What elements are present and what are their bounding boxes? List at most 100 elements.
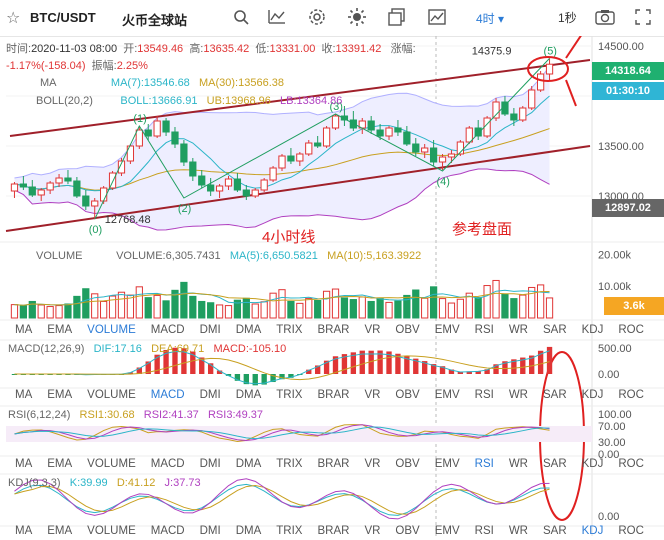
kdj-j: J:37.73 bbox=[164, 477, 201, 489]
indicator-tab-dmi[interactable]: DMI bbox=[199, 389, 221, 401]
wave-line bbox=[94, 58, 550, 220]
indicator-tab-roc[interactable]: ROC bbox=[618, 525, 644, 537]
screenshot-camera-icon[interactable] bbox=[592, 4, 618, 30]
layout-windows-icon[interactable] bbox=[384, 4, 410, 30]
macd-histogram-bar bbox=[314, 365, 321, 374]
indicator-tab-wr[interactable]: WR bbox=[508, 389, 528, 401]
time-label: 时间: bbox=[6, 43, 32, 55]
candle-body bbox=[73, 180, 81, 197]
indicator-tab-rsi[interactable]: RSI bbox=[474, 458, 494, 470]
candle-body bbox=[519, 107, 527, 121]
indicator-tab-dmi[interactable]: DMI bbox=[199, 458, 221, 470]
indicator-tab-ma[interactable]: MA bbox=[15, 458, 33, 470]
indicator-tab-trix[interactable]: TRIX bbox=[276, 525, 303, 537]
indicator-tab-macd[interactable]: MACD bbox=[150, 525, 185, 537]
indicator-tab-dmi[interactable]: DMI bbox=[199, 324, 221, 336]
candle-body bbox=[429, 147, 438, 163]
trading-pair[interactable]: BTC/USDT bbox=[30, 10, 96, 25]
candle-body bbox=[37, 189, 45, 196]
candle-body bbox=[189, 161, 197, 177]
indicator-tab-obv[interactable]: OBV bbox=[395, 389, 420, 401]
theme-sun-icon[interactable] bbox=[344, 4, 370, 30]
indicator-tab-vr[interactable]: VR bbox=[364, 389, 381, 401]
indicator-tab-trix[interactable]: TRIX bbox=[276, 324, 303, 336]
indicator-tab-obv[interactable]: OBV bbox=[395, 458, 420, 470]
indicator-tab-vr[interactable]: VR bbox=[364, 525, 381, 537]
indicator-tab-wr[interactable]: WR bbox=[508, 324, 528, 336]
indicator-tab-rsi[interactable]: RSI bbox=[474, 324, 494, 336]
change-value: -1.17%(-158.04) bbox=[6, 60, 86, 72]
indicator-tab-volume[interactable]: VOLUME bbox=[87, 525, 136, 537]
low-price-label: 12768.48 bbox=[105, 214, 151, 226]
indicator-tabs-kdj: MA EMA VOLUME MACD DMI DMA TRIX BRAR VR OBV EMV RSI… bbox=[0, 522, 644, 540]
indicator-tab-dma[interactable]: DMA bbox=[235, 458, 262, 470]
indicator-chart-icon[interactable] bbox=[264, 4, 290, 30]
indicator-tab-roc[interactable]: ROC bbox=[618, 389, 644, 401]
indicator-tab-trix[interactable]: TRIX bbox=[276, 458, 303, 470]
indicator-tab-brar[interactable]: BRAR bbox=[317, 458, 350, 470]
interval-selector[interactable]: 4时 ▾ bbox=[476, 10, 504, 27]
volume-bar bbox=[260, 301, 268, 319]
indicator-tab-ema[interactable]: EMA bbox=[47, 458, 73, 470]
indicator-tab-sar[interactable]: SAR bbox=[542, 525, 567, 537]
macd-histogram-bar bbox=[306, 369, 312, 374]
indicator-tab-kdj[interactable]: KDJ bbox=[581, 389, 604, 401]
indicator-tab-vr[interactable]: VR bbox=[364, 324, 381, 336]
indicator-tab-sar[interactable]: SAR bbox=[542, 458, 567, 470]
indicator-tab-ma[interactable]: MA bbox=[15, 324, 33, 336]
chart-type-icon[interactable] bbox=[424, 4, 450, 30]
candle-body bbox=[135, 129, 143, 147]
indicator-tab-ema[interactable]: EMA bbox=[47, 525, 73, 537]
indicator-tab-obv[interactable]: OBV bbox=[395, 525, 420, 537]
indicator-tab-dma[interactable]: DMA bbox=[235, 525, 262, 537]
indicator-tab-sar[interactable]: SAR bbox=[542, 389, 567, 401]
indicator-tab-ma[interactable]: MA bbox=[15, 389, 33, 401]
indicator-tab-rsi[interactable]: RSI bbox=[474, 525, 494, 537]
candle-body bbox=[403, 131, 411, 145]
indicator-tab-rsi[interactable]: RSI bbox=[474, 389, 494, 401]
indicator-tab-macd[interactable]: MACD bbox=[150, 324, 185, 336]
indicator-tab-emv[interactable]: EMV bbox=[434, 525, 460, 537]
indicator-tab-sar[interactable]: SAR bbox=[542, 324, 567, 336]
boll-legend: BOLL(20,2) BOLL:13666.91 UB:13968.96 LB:… bbox=[36, 95, 342, 107]
indicator-tab-brar[interactable]: BRAR bbox=[317, 525, 350, 537]
volume-bar bbox=[28, 300, 36, 319]
indicator-tab-dma[interactable]: DMA bbox=[235, 389, 262, 401]
macd-histogram-bar bbox=[484, 369, 490, 374]
indicator-tab-trix[interactable]: TRIX bbox=[276, 389, 303, 401]
indicator-tab-volume[interactable]: VOLUME bbox=[87, 389, 136, 401]
indicator-tab-kdj[interactable]: KDJ bbox=[581, 458, 604, 470]
indicator-tab-dmi[interactable]: DMI bbox=[199, 525, 221, 537]
search-icon[interactable] bbox=[228, 4, 254, 30]
favorite-star-icon[interactable]: ☆ bbox=[6, 10, 21, 27]
volume-bar bbox=[403, 294, 411, 319]
indicator-tab-vr[interactable]: VR bbox=[364, 458, 381, 470]
indicator-tab-ma[interactable]: MA bbox=[15, 525, 33, 537]
fullscreen-icon[interactable] bbox=[630, 4, 656, 30]
indicator-tab-obv[interactable]: OBV bbox=[395, 324, 420, 336]
candle-body bbox=[144, 129, 152, 137]
settings-gear-icon[interactable] bbox=[304, 4, 330, 30]
indicator-tab-kdj[interactable]: KDJ bbox=[581, 324, 604, 336]
indicator-tab-kdj[interactable]: KDJ bbox=[581, 525, 604, 537]
macd-histogram-bar bbox=[199, 357, 205, 374]
indicator-tab-brar[interactable]: BRAR bbox=[317, 389, 350, 401]
macd-histogram-bar bbox=[136, 367, 142, 374]
indicator-tab-roc[interactable]: ROC bbox=[618, 458, 644, 470]
indicator-tab-emv[interactable]: EMV bbox=[434, 389, 460, 401]
candle-body bbox=[438, 156, 447, 163]
indicator-tab-wr[interactable]: WR bbox=[508, 458, 528, 470]
indicator-tab-volume[interactable]: VOLUME bbox=[87, 324, 136, 336]
indicator-tab-wr[interactable]: WR bbox=[508, 525, 528, 537]
indicator-tab-emv[interactable]: EMV bbox=[434, 324, 460, 336]
indicator-tab-volume[interactable]: VOLUME bbox=[87, 458, 136, 470]
indicator-tab-brar[interactable]: BRAR bbox=[317, 324, 350, 336]
indicator-tab-roc[interactable]: ROC bbox=[618, 324, 644, 336]
indicator-tab-macd[interactable]: MACD bbox=[150, 389, 185, 401]
indicator-tab-dma[interactable]: DMA bbox=[235, 324, 262, 336]
indicator-tab-emv[interactable]: EMV bbox=[434, 458, 460, 470]
indicator-tab-ema[interactable]: EMA bbox=[47, 389, 73, 401]
indicator-tab-ema[interactable]: EMA bbox=[47, 324, 73, 336]
indicator-tab-macd[interactable]: MACD bbox=[150, 458, 185, 470]
candle-body bbox=[456, 141, 464, 155]
